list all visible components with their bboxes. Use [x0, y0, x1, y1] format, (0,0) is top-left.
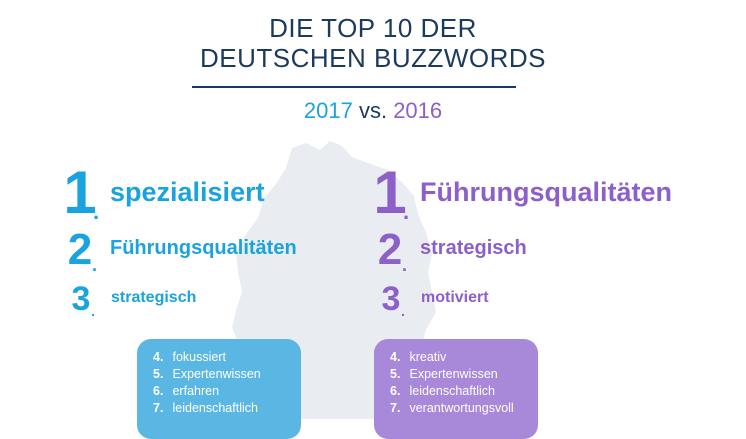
rank-word: spezialisiert — [110, 177, 265, 207]
vs-separator: vs. — [358, 98, 388, 123]
rank-number: 1 — [63, 159, 97, 226]
year-2017-label: 2017 — [303, 98, 353, 123]
list-item: 7. leidenschaftlich — [153, 401, 258, 415]
list-item: 7. verantwortungsvoll — [390, 401, 514, 415]
list-item: 6. erfahren — [153, 384, 220, 398]
rank-dot: . — [91, 303, 95, 319]
list-item: 5. Expertenwissen — [153, 367, 261, 381]
rank-number: 2 — [67, 225, 93, 274]
rank-dot: . — [92, 255, 98, 275]
rank-dot: . — [93, 199, 100, 224]
year-comparison: 2017 vs. 2016 — [0, 97, 746, 125]
rank-word: motiviert — [421, 289, 489, 306]
title-divider — [192, 86, 516, 88]
page-title-line-2: DEUTSCHEN BUZZWORDS — [199, 43, 547, 73]
rank-dot: . — [402, 255, 408, 275]
rank-number: 2 — [377, 225, 403, 274]
rank-word: strategisch — [111, 289, 197, 306]
rank-dot: . — [403, 199, 410, 224]
list-item: 4. fokussiert — [153, 350, 226, 364]
list-item: 6. leidenschaftlich — [390, 384, 495, 398]
list-item: 4. kreativ — [390, 350, 447, 364]
rank-word: Führungsqualitäten — [420, 177, 672, 207]
rank-number: 3 — [71, 280, 91, 318]
rank-number: 1 — [373, 159, 407, 226]
more-list-2016: 4. kreativ 5. Expertenwissen 6. leidensc… — [374, 339, 538, 439]
rank-dot: . — [401, 303, 405, 319]
more-list-2017: 4. fokussiert 5. Expertenwissen 6. erfah… — [137, 339, 301, 439]
rank-word: strategisch — [420, 237, 527, 259]
list-item: 5. Expertenwissen — [390, 367, 498, 381]
rank-number: 3 — [381, 280, 401, 318]
rank-word: Führungsqualitäten — [110, 237, 297, 259]
page-title-line-1: DIE TOP 10 DER — [269, 13, 477, 43]
year-2016-label: 2016 — [393, 98, 443, 123]
